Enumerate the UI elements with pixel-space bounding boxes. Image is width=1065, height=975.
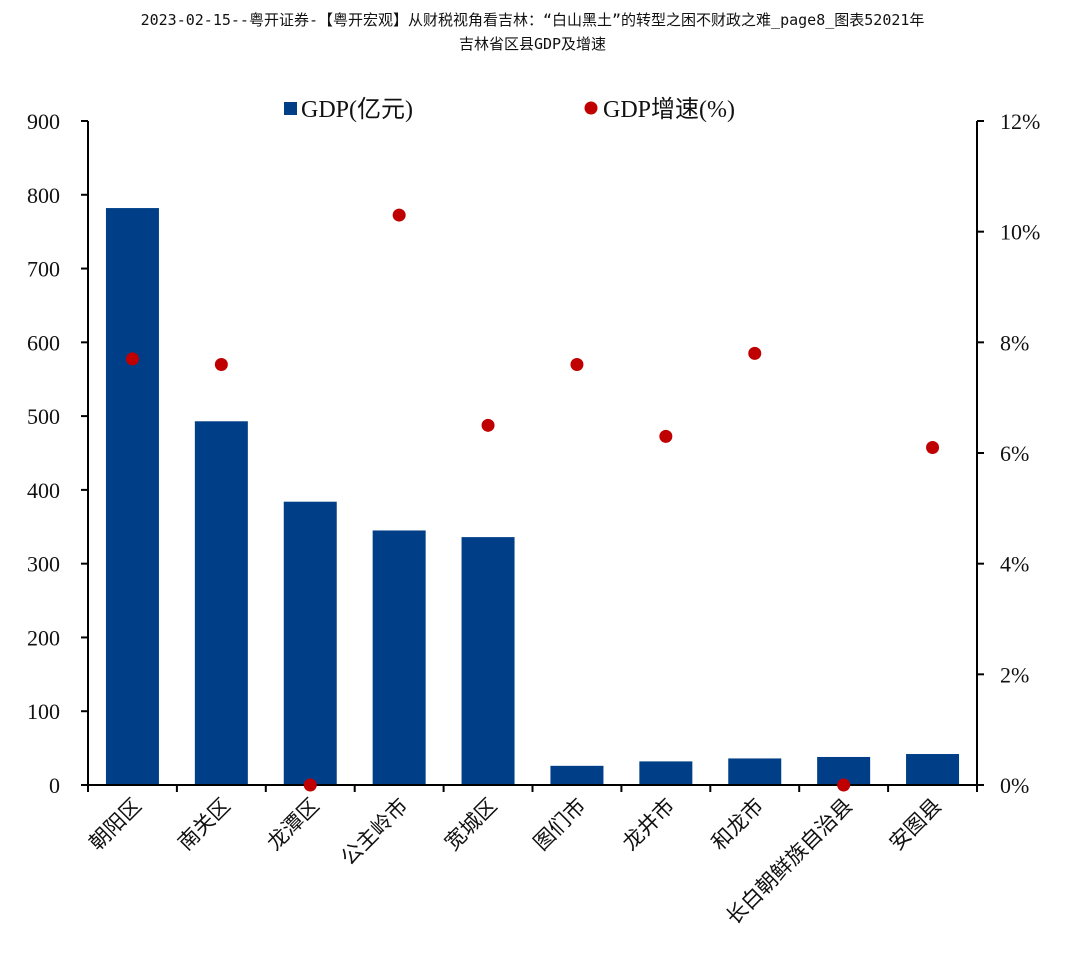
gdp-growth-dot (837, 778, 851, 792)
gdp-bar (728, 758, 782, 785)
left-axis-tick-label: 100 (27, 699, 60, 724)
right-axis-tick-label: 2% (1000, 662, 1029, 687)
gdp-bar (194, 421, 248, 785)
left-axis-tick-label: 200 (27, 625, 60, 650)
right-axis-tick-label: 6% (1000, 441, 1029, 466)
x-axis-category-label: 宽城区 (440, 794, 502, 856)
gdp-growth-dot (570, 357, 584, 371)
left-axis-tick-label: 300 (27, 552, 60, 577)
x-axis-category-label: 南关区 (173, 794, 235, 856)
x-axis-category-label: 图们市 (529, 794, 591, 856)
chart-title-line1: 2023-02-15--粤开证券-【粤开宏观】从财税视角看吉林：“白山黑土”的转… (140, 11, 925, 29)
left-axis-tick-label: 900 (27, 109, 60, 134)
chart-title-line2: 吉林省区县GDP及增速 (458, 35, 607, 53)
gdp-bar (639, 761, 693, 785)
right-axis-tick-label: 8% (1000, 330, 1029, 355)
legend-dot-swatch (584, 101, 598, 115)
x-axis-category-label: 龙潭区 (262, 794, 324, 856)
x-axis-category-label: 朝阳区 (84, 794, 146, 856)
gdp-growth-dot (748, 346, 762, 360)
right-axis-tick-label: 4% (1000, 552, 1029, 577)
gdp-growth-dot (303, 778, 317, 792)
left-axis-tick-label: 700 (27, 257, 60, 282)
left-axis-tick-label: 500 (27, 404, 60, 429)
gdp-bar (461, 537, 515, 785)
left-axis-tick-label: 600 (27, 330, 60, 355)
gdp-bar (372, 530, 426, 785)
gdp-growth-dot (659, 429, 673, 443)
x-axis-category-label: 龙井市 (618, 794, 680, 856)
right-axis-tick-label: 10% (1000, 220, 1040, 245)
x-axis-category-label: 安图县 (885, 794, 947, 856)
gdp-growth-dot (392, 208, 406, 222)
right-axis-tick-label: 0% (1000, 773, 1029, 798)
gdp-growth-dot (481, 418, 495, 432)
gdp-bar (550, 765, 604, 785)
gdp-bar (105, 208, 159, 785)
x-axis-category-label: 公主岭市 (336, 794, 412, 870)
legend-bar-swatch (284, 102, 297, 115)
legend-bar-label: GDP(亿元) (301, 96, 413, 123)
gdp-bar (283, 501, 337, 785)
left-axis-tick-label: 400 (27, 478, 60, 503)
left-axis-tick-label: 800 (27, 183, 60, 208)
gdp-growth-dot (125, 352, 139, 366)
x-axis-category-label: 和龙市 (707, 794, 769, 856)
gdp-growth-dot (926, 440, 940, 454)
left-axis-tick-label: 0 (49, 773, 60, 798)
chart-title: 2023-02-15--粤开证券-【粤开宏观】从财税视角看吉林：“白山黑土”的转… (0, 8, 1065, 56)
right-axis-tick-label: 12% (1000, 109, 1040, 134)
legend-dot-label: GDP增速(%) (603, 96, 735, 123)
gdp-growth-dot (214, 357, 228, 371)
gdp-bar (906, 754, 960, 785)
